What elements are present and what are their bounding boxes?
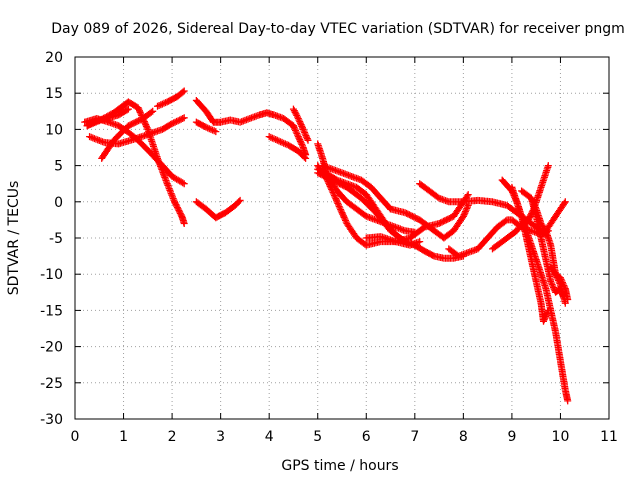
series-track-10 bbox=[265, 133, 310, 162]
axis-ticks: 0 1 2 3 4 5 6 7 8 9 10 11 20 15 10 5 0 -5 -10 -15 -20 -25 -30 bbox=[40, 50, 618, 445]
x-tick-label: 1 bbox=[119, 429, 128, 445]
x-tick-label: 6 bbox=[362, 429, 371, 445]
x-tick-label: 2 bbox=[168, 429, 177, 445]
data-point-markers bbox=[542, 198, 569, 235]
x-tick-label: 5 bbox=[313, 429, 322, 445]
x-tick-label: 4 bbox=[265, 429, 274, 445]
x-axis-label: GPS time / hours bbox=[281, 458, 398, 474]
data-point-markers bbox=[86, 114, 188, 148]
data-series bbox=[81, 87, 572, 405]
x-tick-label: 0 bbox=[71, 429, 80, 445]
data-point-markers bbox=[192, 118, 220, 136]
data-point-markers bbox=[192, 196, 244, 222]
y-tick-label: 10 bbox=[45, 122, 63, 138]
y-tick-label: -30 bbox=[40, 412, 63, 428]
series-track-4 bbox=[86, 114, 188, 148]
x-tick-label: 11 bbox=[600, 429, 618, 445]
series-track-22 bbox=[508, 183, 552, 325]
x-tick-label: 8 bbox=[459, 429, 468, 445]
series-track-11 bbox=[289, 105, 312, 144]
y-tick-label: 15 bbox=[45, 86, 63, 102]
series-track-8 bbox=[192, 118, 220, 136]
series-track-7 bbox=[192, 96, 310, 159]
x-tick-label: 3 bbox=[216, 429, 225, 445]
y-tick-label: 20 bbox=[45, 50, 63, 66]
data-point-markers bbox=[488, 220, 526, 253]
data-point-markers bbox=[527, 194, 567, 300]
y-tick-label: -15 bbox=[40, 303, 63, 319]
y-tick-label: -10 bbox=[40, 267, 63, 283]
series-track-28 bbox=[488, 220, 526, 253]
x-tick-label: 9 bbox=[507, 429, 516, 445]
x-tick-label: 10 bbox=[552, 429, 570, 445]
y-tick-label: -25 bbox=[40, 376, 63, 392]
series-track-25 bbox=[542, 198, 569, 235]
y-tick-label: -20 bbox=[40, 340, 63, 356]
data-point-markers bbox=[387, 201, 472, 242]
series-track-16 bbox=[319, 162, 394, 213]
data-point-markers bbox=[508, 183, 552, 325]
y-tick-label: 5 bbox=[54, 159, 63, 175]
series-track-6 bbox=[154, 87, 188, 110]
data-point-markers bbox=[289, 105, 312, 144]
series-track-9 bbox=[192, 196, 244, 222]
x-tick-label: 7 bbox=[410, 429, 419, 445]
data-point-markers bbox=[192, 96, 310, 159]
y-axis-label: SDTVAR / TECUs bbox=[6, 181, 22, 296]
series-track-18 bbox=[387, 201, 472, 242]
y-tick-label: 0 bbox=[54, 195, 63, 211]
grid-lines bbox=[75, 57, 609, 419]
data-point-markers bbox=[265, 133, 310, 162]
series-track-27 bbox=[527, 194, 567, 300]
data-point-markers bbox=[154, 87, 188, 110]
series-track-5 bbox=[83, 105, 132, 130]
chart-title: Day 089 of 2026, Sidereal Day-to-day VTE… bbox=[51, 21, 625, 37]
data-point-markers bbox=[83, 105, 132, 130]
y-tick-label: -5 bbox=[49, 231, 63, 247]
data-point-markers bbox=[319, 162, 394, 213]
